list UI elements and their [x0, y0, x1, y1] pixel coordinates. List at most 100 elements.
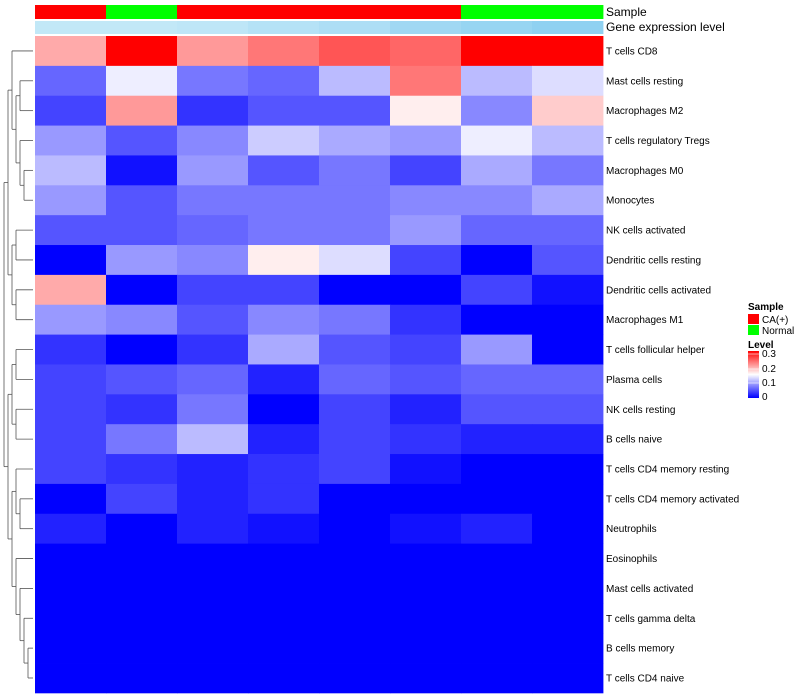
heatmap-cell — [461, 513, 533, 545]
level-colorbar — [748, 351, 759, 398]
heatmap-cell — [319, 304, 391, 335]
heatmap-cell — [177, 603, 249, 634]
heatmap-cell — [35, 633, 107, 664]
heatmap-cell — [106, 483, 178, 515]
row-labels: T cells CD8 Mast cells resting Macrophages… — [606, 46, 739, 684]
heatmap-cell — [35, 483, 107, 515]
sample-annotation-bar — [35, 5, 604, 19]
sample-annotation-cell — [248, 5, 320, 19]
heatmap-cell — [177, 215, 249, 246]
heatmap-cell — [461, 573, 533, 604]
heatmap-cell — [390, 155, 462, 186]
heatmap-cell — [319, 454, 391, 485]
legend-sample-title: Sample — [748, 302, 784, 313]
heatmap-cell — [461, 36, 533, 67]
heatmap-cell — [390, 663, 462, 694]
level-tick-0-2: 0.2 — [762, 364, 776, 375]
heatmap-cell — [248, 274, 320, 306]
row-label: NK cells resting — [606, 405, 675, 416]
heatmap-cell — [248, 36, 320, 67]
heatmap-cell — [461, 603, 533, 634]
gene-expression-cell — [248, 21, 320, 34]
heatmap-cell — [319, 424, 391, 455]
heatmap-cell — [35, 334, 107, 365]
heatmap-cell — [461, 245, 533, 276]
sample-annotation-cell — [35, 5, 107, 19]
heatmap-cell — [390, 185, 462, 216]
row-label: T cells follicular helper — [606, 345, 705, 356]
heatmap-cell — [461, 663, 533, 694]
heatmap-cell — [35, 215, 107, 246]
heatmap-cell — [319, 364, 391, 395]
heatmap-cell — [248, 513, 320, 545]
row-label: Mast cells activated — [606, 584, 693, 595]
heatmap-cell — [35, 65, 107, 97]
row-label: Mast cells resting — [606, 76, 683, 87]
heatmap-cell — [177, 304, 249, 335]
heatmap-cell — [532, 215, 604, 246]
heatmap-cell — [532, 65, 604, 97]
heatmap-cell — [532, 274, 604, 306]
heatmap-cell — [248, 95, 320, 126]
heatmap-cell — [319, 185, 391, 216]
sample-annotation-cell — [532, 5, 604, 19]
heatmap-cell — [177, 633, 249, 664]
row-label: Dendritic cells activated — [606, 285, 711, 296]
row-label: Macrophages M1 — [606, 315, 684, 326]
heatmap-cell — [248, 633, 320, 664]
heatmap-cell — [177, 274, 249, 306]
heatmap-cell — [461, 155, 533, 186]
row-label: Eosinophils — [606, 554, 657, 565]
heatmap-cell — [177, 543, 249, 574]
heatmap-cell — [532, 543, 604, 574]
legend-level-title: Level — [748, 340, 774, 351]
heatmap-cell — [461, 543, 533, 574]
heatmap-cell — [390, 394, 462, 425]
heatmap-cell — [248, 185, 320, 216]
heatmap-cell — [390, 274, 462, 306]
heatmap-cell — [35, 95, 107, 126]
heatmap-cell — [35, 245, 107, 276]
heatmap-cell — [390, 334, 462, 365]
heatmap-cell — [319, 274, 391, 306]
heatmap-cell — [390, 65, 462, 97]
heatmap-cell — [35, 513, 107, 545]
heatmap-cell — [319, 125, 391, 156]
heatmap-cell — [177, 663, 249, 694]
heatmap-cell — [248, 603, 320, 634]
row-label: Macrophages M0 — [606, 166, 684, 177]
legend-label-normal: Normal — [762, 326, 794, 337]
heatmap-cell — [177, 36, 249, 67]
heatmap-cell — [390, 573, 462, 604]
heatmap-cell — [319, 663, 391, 694]
heatmap-cell — [319, 573, 391, 604]
heatmap-cell — [106, 633, 178, 664]
heatmap-cell — [390, 454, 462, 485]
heatmap-cell — [390, 125, 462, 156]
heatmap-cell — [35, 573, 107, 604]
gene-expression-cell — [532, 21, 604, 34]
heatmap-cell — [35, 394, 107, 425]
heatmap-cell — [248, 125, 320, 156]
heatmap-cell — [35, 304, 107, 335]
heatmap-cell — [319, 603, 391, 634]
heatmap-cell — [532, 245, 604, 276]
heatmap-cell — [106, 424, 178, 455]
gene-expression-cell — [35, 21, 107, 34]
gene-expression-annotation-label: Gene expression level — [606, 20, 725, 34]
row-label: Macrophages M2 — [606, 106, 684, 117]
legend-swatch-ca — [748, 314, 759, 324]
heatmap-cell — [461, 125, 533, 156]
legend-swatch-normal — [748, 325, 759, 335]
heatmap-cell — [248, 483, 320, 515]
heatmap-cell — [248, 155, 320, 186]
heatmap-cell — [532, 483, 604, 515]
heatmap-cell — [319, 483, 391, 515]
heatmap-cell — [35, 454, 107, 485]
heatmap-cell — [248, 573, 320, 604]
heatmap-cell — [461, 424, 533, 455]
heatmap-cell — [390, 215, 462, 246]
heatmap-cell — [35, 424, 107, 455]
heatmap-cell — [532, 633, 604, 664]
row-label: B cells memory — [606, 644, 674, 655]
